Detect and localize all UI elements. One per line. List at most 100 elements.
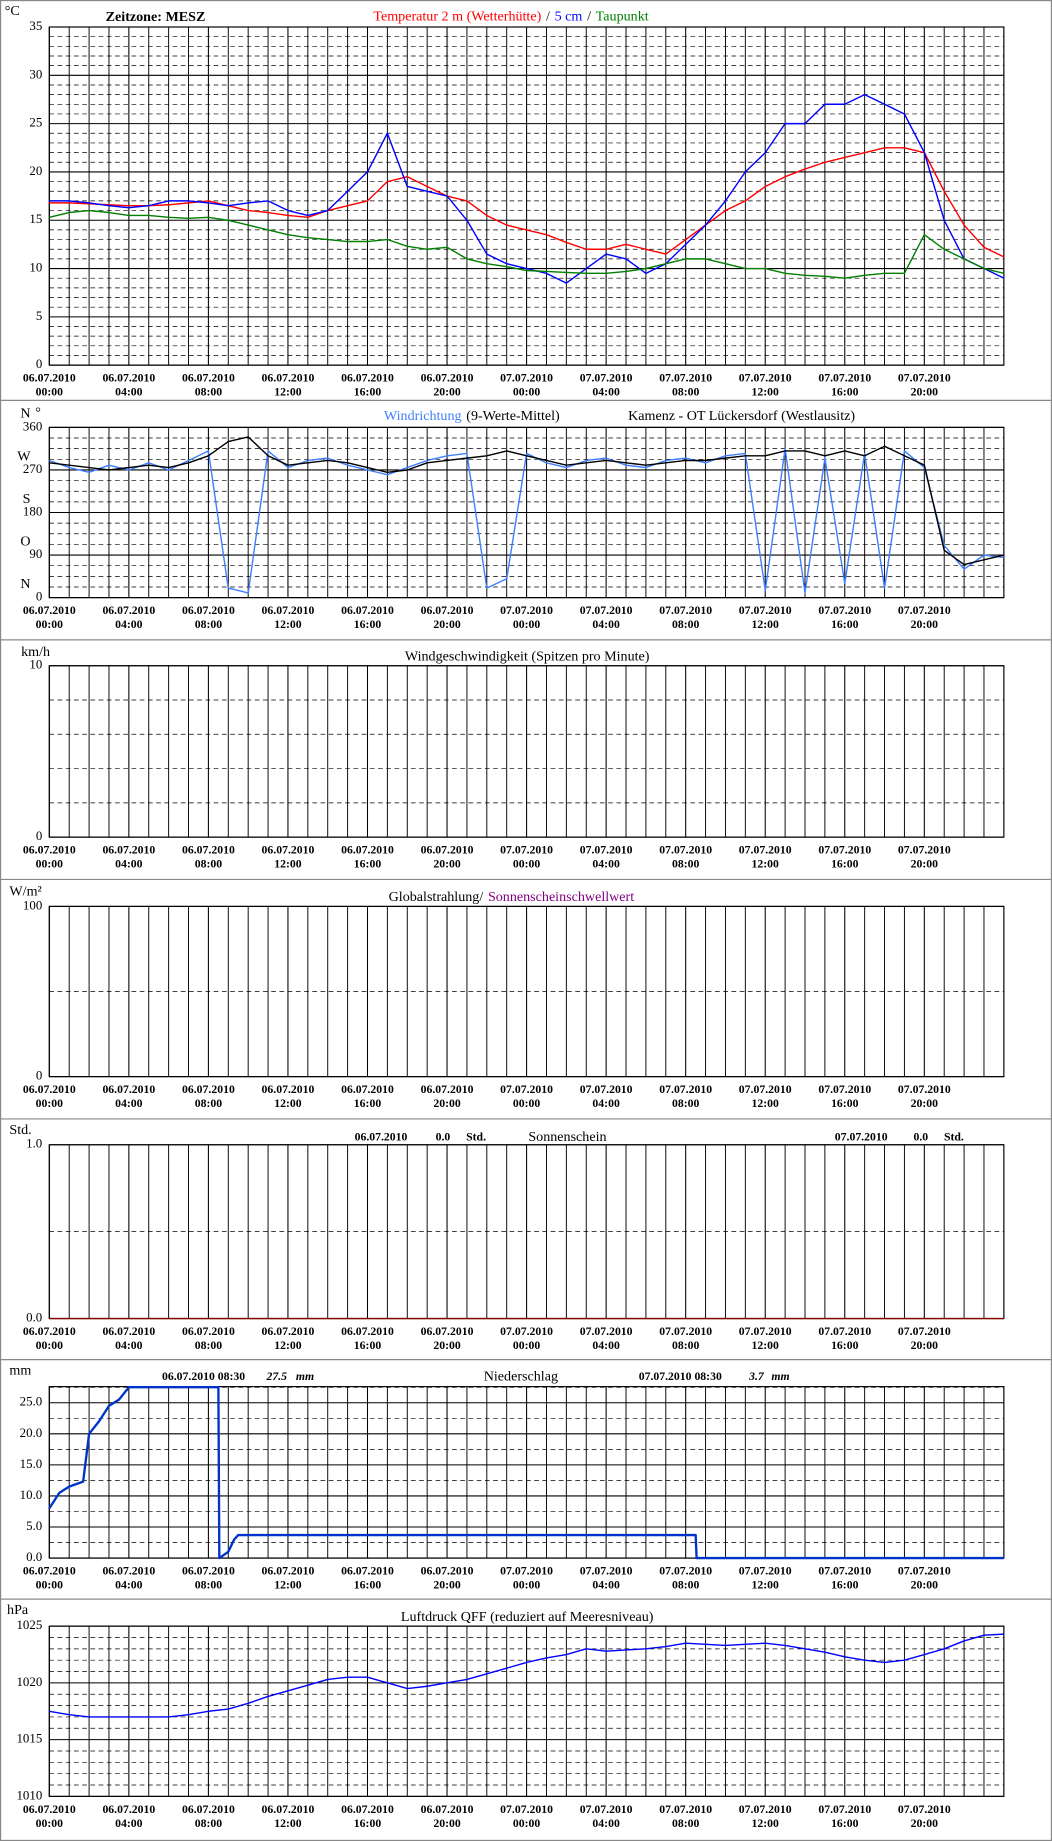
x-tick-label: 07.07.2010 04:00 (579, 1083, 633, 1111)
x-tick-label: 07.07.2010 20:00 (897, 1083, 951, 1111)
y-tick-label: 0 (36, 828, 42, 843)
data-line (49, 209, 1005, 279)
y-unit: hPa (7, 1602, 29, 1618)
label: 0.0 (913, 1130, 928, 1143)
legend-entry: (9-Werte-Mittel) (466, 408, 560, 424)
x-tick-label-box: 06.07.2010 20:00 (421, 1803, 474, 1830)
x-tick-label: 06.07.2010 00:00 (22, 1083, 76, 1111)
x-tick-label: 07.07.2010 04:00 (579, 1325, 633, 1353)
x-tick-label: 07.07.2010 12:00 (738, 844, 792, 872)
y-tick-label: 0 (36, 589, 42, 604)
x-tick-label-box: 06.07.2010 12:00 (262, 1326, 315, 1353)
y-tick-label: 15 (29, 211, 42, 226)
label: Luftdruck QFF (reduziert auf Meeresnivea… (401, 1609, 654, 1625)
x-tick-label-box: 07.07.2010 08:00 (659, 1325, 713, 1353)
x-tick-label: 07.07.2010 04:00 (579, 1803, 633, 1831)
x-tick-label-box: 07.07.2010 12:00 (739, 1803, 792, 1830)
x-tick-label: 07.07.2010 16:00 (818, 1565, 872, 1593)
y-unit: °C (5, 3, 20, 19)
x-tick-label: 06.07.2010 08:00 (181, 604, 235, 632)
y-tick-label: 1025 (16, 1617, 42, 1632)
label: 06.07.2010 (355, 1130, 408, 1143)
x-tick-label: 07.07.2010 08:00 (659, 372, 713, 400)
x-tick-label-box: 07.07.2010 12:00 (738, 844, 792, 872)
x-tick-label-box: 07.07.2010 08:00 (659, 1803, 712, 1830)
data-line (49, 447, 1004, 594)
x-tick-label-box: 06.07.2010 00:00 (23, 1565, 76, 1592)
x-tick-label-box: 07.07.2010 16:00 (818, 1803, 872, 1831)
compass-label: N (20, 576, 30, 592)
x-tick-label-box: 06.07.2010 16:00 (341, 1326, 394, 1353)
x-tick-label: 07.07.2010 04:00 (579, 1565, 633, 1593)
y-tick-label: 90 (29, 546, 42, 561)
x-tick-label: 07.07.2010 00:00 (500, 1803, 554, 1831)
x-tick-label: 06.07.2010 12:00 (261, 844, 315, 872)
label: Zeitzone: MESZ (106, 9, 206, 25)
x-tick-label-box: 07.07.2010 04:00 (579, 1803, 633, 1831)
x-tick-label-box: 07.07.2010 20:00 (898, 1803, 951, 1830)
x-tick-label-box: 06.07.2010 04:00 (102, 1326, 155, 1353)
data-line (49, 1633, 1004, 1718)
x-tick-label-box: 07.07.2010 00:00 (500, 1084, 553, 1111)
x-tick-label: 07.07.2010 00:00 (500, 1325, 554, 1353)
x-tick-label: 06.07.2010 08:00 (181, 1083, 235, 1111)
y-tick-label: 25 (29, 115, 42, 130)
x-tick-label: 06.07.2010 08:00 (181, 1803, 235, 1831)
x-tick-label: 07.07.2010 20:00 (897, 1325, 951, 1353)
x-tick-label: 06.07.2010 16:00 (341, 372, 394, 400)
x-tick-label-box: 06.07.2010 08:00 (182, 1565, 235, 1592)
x-tick-label-box: 07.07.2010 12:00 (739, 372, 792, 399)
y-tick-label: 0 (36, 1068, 42, 1083)
y-tick-label: 360 (23, 418, 42, 433)
y-tick-label: 10 (29, 260, 42, 275)
chart-subtitle: Sonnenscheinschwellwert (488, 889, 634, 905)
x-tick-label-box: 06.07.2010 00:00 (23, 844, 76, 871)
x-tick-label-box: 07.07.2010 16:00 (818, 372, 871, 399)
x-tick-label: 07.07.2010 04:00 (579, 604, 633, 632)
x-tick-label-box: 07.07.2010 00:00 (500, 1565, 554, 1593)
y-tick-label: 1015 (16, 1731, 42, 1746)
x-tick-label: 07.07.2010 16:00 (818, 1803, 872, 1831)
x-tick-label-box: 06.07.2010 12:00 (262, 372, 315, 399)
label: mm (771, 1370, 789, 1383)
x-tick-label: 06.07.2010 08:00 (181, 372, 235, 400)
x-tick-label-box: 07.07.2010 16:00 (818, 1326, 871, 1353)
compass-label: N (20, 406, 30, 422)
x-tick-label: 06.07.2010 12:00 (261, 1565, 315, 1593)
x-tick-label-box: 06.07.2010 16:00 (341, 1803, 394, 1830)
label: 3.7 (748, 1370, 765, 1383)
x-tick-label-box: 06.07.2010 08:00 (181, 1803, 235, 1831)
plot-border (48, 905, 1005, 1078)
x-tick-label-box: 06.07.2010 20:00 (421, 605, 474, 632)
x-tick-label: 07.07.2010 08:00 (659, 604, 713, 632)
x-tick-label-box: 06.07.2010 00:00 (22, 1083, 76, 1111)
x-tick-label: 07.07.2010 12:00 (738, 604, 792, 632)
y-tick-label: 5.0 (26, 1518, 42, 1533)
x-tick-label: 07.07.2010 00:00 (500, 1565, 554, 1593)
x-tick-label-box: 07.07.2010 08:00 (659, 844, 712, 871)
x-tick-label-box: 06.07.2010 16:00 (341, 1084, 394, 1111)
x-tick-label-box: 07.07.2010 00:00 (500, 372, 554, 400)
x-tick-label-box: 06.07.2010 08:00 (181, 604, 235, 632)
legend-separator: / (587, 9, 591, 25)
legend-entry: Taupunkt (596, 9, 649, 25)
label: Sonnenschein (528, 1129, 606, 1145)
x-tick-label-box: 07.07.2010 00:00 (500, 1325, 554, 1353)
x-tick-label-box: 06.07.2010 08:00 (182, 1326, 235, 1353)
x-tick-label-box: 06.07.2010 08:00 (181, 372, 235, 400)
legend-entry: Temperatur 2 m (Wetterhütte) (373, 9, 541, 25)
y-tick-label: 180 (23, 503, 42, 518)
x-tick-label: 06.07.2010 00:00 (22, 1325, 76, 1353)
y-tick-label: 1.0 (26, 1136, 42, 1151)
x-tick-label: 06.07.2010 16:00 (341, 1565, 394, 1593)
x-tick-label-box: 07.07.2010 12:00 (739, 1326, 792, 1353)
x-tick-label: 06.07.2010 16:00 (341, 604, 394, 632)
legend: Windrichtung (9-Werte-Mittel) (384, 408, 560, 424)
x-tick-label: 07.07.2010 08:00 (659, 1325, 713, 1353)
y-unit: mm (9, 1363, 31, 1379)
x-tick-label: 06.07.2010 04:00 (102, 1803, 156, 1831)
x-tick-label: 07.07.2010 04:00 (579, 844, 633, 872)
x-tick-label: 07.07.2010 00:00 (500, 372, 554, 400)
x-tick-label: 06.07.2010 04:00 (102, 372, 156, 400)
